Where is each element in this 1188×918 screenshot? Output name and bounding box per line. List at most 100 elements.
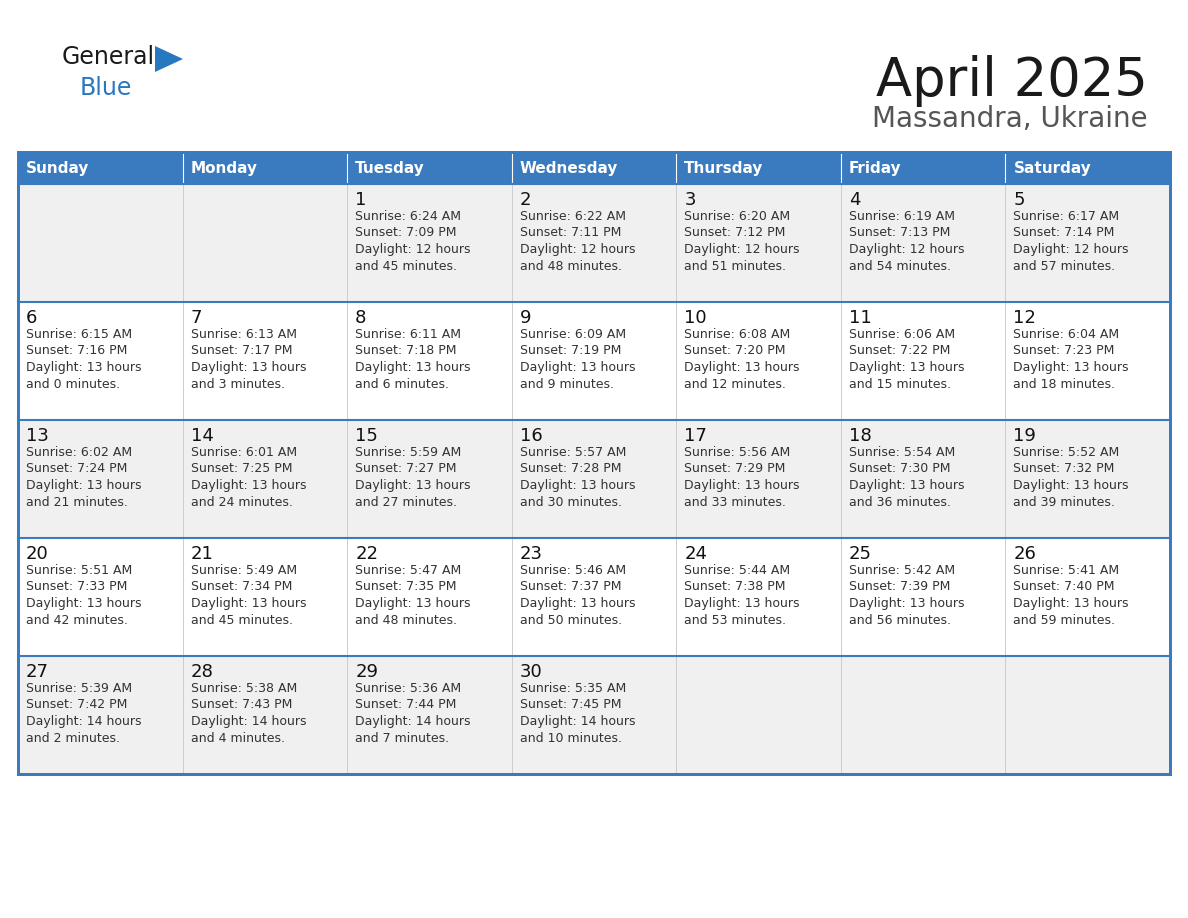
Text: Sunrise: 5:51 AM: Sunrise: 5:51 AM [26, 564, 132, 577]
Text: 20: 20 [26, 545, 49, 563]
Text: Daylight: 12 hours: Daylight: 12 hours [519, 243, 636, 256]
Text: Daylight: 13 hours: Daylight: 13 hours [190, 597, 307, 610]
Text: Thursday: Thursday [684, 161, 764, 175]
Text: Sunset: 7:38 PM: Sunset: 7:38 PM [684, 580, 785, 594]
Text: Sunrise: 5:35 AM: Sunrise: 5:35 AM [519, 682, 626, 695]
Text: Sunrise: 5:49 AM: Sunrise: 5:49 AM [190, 564, 297, 577]
Text: Daylight: 14 hours: Daylight: 14 hours [355, 715, 470, 728]
Text: Sunset: 7:22 PM: Sunset: 7:22 PM [849, 344, 950, 357]
Text: and 12 minutes.: and 12 minutes. [684, 377, 786, 390]
Text: Sunrise: 6:01 AM: Sunrise: 6:01 AM [190, 446, 297, 459]
Text: Sunrise: 5:54 AM: Sunrise: 5:54 AM [849, 446, 955, 459]
Text: Sunrise: 5:52 AM: Sunrise: 5:52 AM [1013, 446, 1119, 459]
Text: and 24 minutes.: and 24 minutes. [190, 496, 292, 509]
Text: Sunset: 7:27 PM: Sunset: 7:27 PM [355, 463, 456, 476]
Text: Daylight: 12 hours: Daylight: 12 hours [1013, 243, 1129, 256]
Text: Sunday: Sunday [26, 161, 89, 175]
Text: 30: 30 [519, 663, 543, 681]
Text: Monday: Monday [190, 161, 258, 175]
Text: Daylight: 13 hours: Daylight: 13 hours [684, 479, 800, 492]
Text: Tuesday: Tuesday [355, 161, 425, 175]
Text: Sunrise: 6:15 AM: Sunrise: 6:15 AM [26, 328, 132, 341]
Text: Daylight: 13 hours: Daylight: 13 hours [519, 361, 636, 374]
Text: Sunset: 7:14 PM: Sunset: 7:14 PM [1013, 227, 1114, 240]
Text: 25: 25 [849, 545, 872, 563]
Bar [18, 302, 1170, 420]
Text: 19: 19 [1013, 427, 1036, 445]
Text: Sunset: 7:39 PM: Sunset: 7:39 PM [849, 580, 950, 594]
Text: Sunrise: 6:11 AM: Sunrise: 6:11 AM [355, 328, 461, 341]
Text: Daylight: 13 hours: Daylight: 13 hours [519, 597, 636, 610]
Text: Daylight: 12 hours: Daylight: 12 hours [355, 243, 470, 256]
Text: Sunset: 7:13 PM: Sunset: 7:13 PM [849, 227, 950, 240]
Text: Sunset: 7:34 PM: Sunset: 7:34 PM [190, 580, 292, 594]
Text: Daylight: 13 hours: Daylight: 13 hours [1013, 361, 1129, 374]
Text: 1: 1 [355, 191, 367, 209]
Text: 26: 26 [1013, 545, 1036, 563]
Text: Sunrise: 5:47 AM: Sunrise: 5:47 AM [355, 564, 461, 577]
Text: 28: 28 [190, 663, 214, 681]
Text: Daylight: 12 hours: Daylight: 12 hours [684, 243, 800, 256]
Text: Sunset: 7:25 PM: Sunset: 7:25 PM [190, 463, 292, 476]
Text: and 18 minutes.: and 18 minutes. [1013, 377, 1116, 390]
Text: Daylight: 13 hours: Daylight: 13 hours [849, 479, 965, 492]
Text: and 2 minutes.: and 2 minutes. [26, 732, 120, 744]
Text: Sunset: 7:11 PM: Sunset: 7:11 PM [519, 227, 621, 240]
Text: Daylight: 13 hours: Daylight: 13 hours [849, 597, 965, 610]
Text: 3: 3 [684, 191, 696, 209]
Text: Daylight: 13 hours: Daylight: 13 hours [1013, 597, 1129, 610]
Text: 18: 18 [849, 427, 872, 445]
Text: and 33 minutes.: and 33 minutes. [684, 496, 786, 509]
Text: Sunset: 7:28 PM: Sunset: 7:28 PM [519, 463, 621, 476]
Text: 23: 23 [519, 545, 543, 563]
Text: Daylight: 14 hours: Daylight: 14 hours [26, 715, 141, 728]
Text: 11: 11 [849, 309, 872, 327]
Bar [18, 152, 1170, 774]
Text: and 50 minutes.: and 50 minutes. [519, 613, 621, 626]
Text: Daylight: 13 hours: Daylight: 13 hours [849, 361, 965, 374]
Bar [18, 184, 1170, 302]
Text: Sunrise: 6:04 AM: Sunrise: 6:04 AM [1013, 328, 1119, 341]
Bar [18, 152, 1170, 184]
Text: 15: 15 [355, 427, 378, 445]
Text: and 21 minutes.: and 21 minutes. [26, 496, 128, 509]
Text: and 3 minutes.: and 3 minutes. [190, 377, 285, 390]
Text: and 6 minutes.: and 6 minutes. [355, 377, 449, 390]
Text: Sunset: 7:17 PM: Sunset: 7:17 PM [190, 344, 292, 357]
Text: Sunset: 7:23 PM: Sunset: 7:23 PM [1013, 344, 1114, 357]
Text: and 39 minutes.: and 39 minutes. [1013, 496, 1116, 509]
Text: Sunrise: 6:17 AM: Sunrise: 6:17 AM [1013, 210, 1119, 223]
Text: Sunset: 7:19 PM: Sunset: 7:19 PM [519, 344, 621, 357]
Text: and 7 minutes.: and 7 minutes. [355, 732, 449, 744]
Text: 9: 9 [519, 309, 531, 327]
Text: and 53 minutes.: and 53 minutes. [684, 613, 786, 626]
Text: Sunset: 7:30 PM: Sunset: 7:30 PM [849, 463, 950, 476]
Text: Daylight: 13 hours: Daylight: 13 hours [355, 597, 470, 610]
Text: Sunrise: 5:39 AM: Sunrise: 5:39 AM [26, 682, 132, 695]
Text: Daylight: 13 hours: Daylight: 13 hours [26, 479, 141, 492]
Text: Daylight: 13 hours: Daylight: 13 hours [684, 361, 800, 374]
Text: Daylight: 14 hours: Daylight: 14 hours [190, 715, 307, 728]
Text: and 0 minutes.: and 0 minutes. [26, 377, 120, 390]
Text: Sunset: 7:43 PM: Sunset: 7:43 PM [190, 699, 292, 711]
Text: Saturday: Saturday [1013, 161, 1092, 175]
Text: Sunset: 7:20 PM: Sunset: 7:20 PM [684, 344, 785, 357]
Text: 7: 7 [190, 309, 202, 327]
Text: Sunrise: 5:46 AM: Sunrise: 5:46 AM [519, 564, 626, 577]
Text: Wednesday: Wednesday [519, 161, 618, 175]
Text: and 54 minutes.: and 54 minutes. [849, 260, 950, 273]
Text: and 45 minutes.: and 45 minutes. [355, 260, 457, 273]
Text: Sunrise: 5:59 AM: Sunrise: 5:59 AM [355, 446, 461, 459]
Text: Sunrise: 5:56 AM: Sunrise: 5:56 AM [684, 446, 790, 459]
Text: Daylight: 13 hours: Daylight: 13 hours [190, 479, 307, 492]
Text: 6: 6 [26, 309, 37, 327]
Text: Sunrise: 6:08 AM: Sunrise: 6:08 AM [684, 328, 790, 341]
Text: Sunset: 7:33 PM: Sunset: 7:33 PM [26, 580, 127, 594]
Text: and 4 minutes.: and 4 minutes. [190, 732, 285, 744]
Bar [18, 152, 1170, 774]
Text: 14: 14 [190, 427, 214, 445]
Text: and 10 minutes.: and 10 minutes. [519, 732, 621, 744]
Text: Sunset: 7:18 PM: Sunset: 7:18 PM [355, 344, 456, 357]
Text: Sunset: 7:24 PM: Sunset: 7:24 PM [26, 463, 127, 476]
Text: Friday: Friday [849, 161, 902, 175]
